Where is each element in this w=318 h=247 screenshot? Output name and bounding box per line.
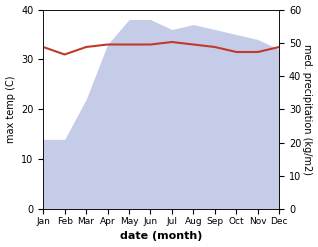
Y-axis label: max temp (C): max temp (C) [5, 76, 16, 143]
Y-axis label: med. precipitation (kg/m2): med. precipitation (kg/m2) [302, 44, 313, 175]
X-axis label: date (month): date (month) [120, 231, 203, 242]
